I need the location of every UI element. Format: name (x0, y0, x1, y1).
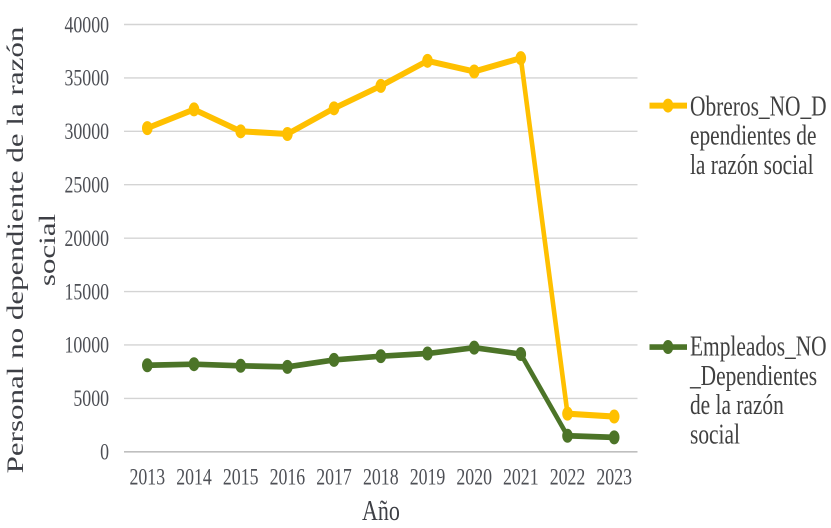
svg-text:30000: 30000 (65, 118, 109, 145)
svg-text:ependientes de: ependientes de (690, 121, 817, 151)
svg-text:Empleados_NO: Empleados_NO (690, 332, 827, 362)
svg-text:0: 0 (100, 438, 109, 465)
svg-text:social: social (34, 213, 60, 286)
svg-text:_Dependientes: _Dependientes (689, 361, 817, 391)
svg-text:10000: 10000 (65, 331, 109, 358)
svg-text:2023: 2023 (596, 463, 632, 490)
svg-text:de la razón: de la razón (690, 391, 784, 421)
svg-text:2020: 2020 (456, 463, 492, 490)
svg-text:Año: Año (362, 494, 400, 527)
svg-text:5000: 5000 (73, 385, 109, 412)
svg-text:Personal no dependiente de la: Personal no dependiente de la razón (2, 26, 28, 473)
svg-text:35000: 35000 (65, 64, 109, 91)
svg-text:social: social (690, 420, 740, 450)
svg-text:2018: 2018 (363, 463, 399, 490)
svg-text:2019: 2019 (410, 463, 446, 490)
svg-text:2016: 2016 (270, 463, 306, 490)
svg-text:2015: 2015 (223, 463, 259, 490)
svg-text:25000: 25000 (65, 171, 109, 198)
svg-text:20000: 20000 (65, 224, 109, 251)
svg-text:2017: 2017 (316, 463, 352, 490)
svg-text:2021: 2021 (503, 463, 539, 490)
svg-text:2013: 2013 (130, 463, 166, 490)
svg-text:la razón social: la razón social (690, 150, 814, 180)
svg-text:2022: 2022 (550, 463, 586, 490)
svg-text:2014: 2014 (176, 463, 212, 490)
svg-text:15000: 15000 (65, 278, 109, 305)
svg-text:40000: 40000 (65, 11, 109, 38)
svg-text:Obreros_NO_D: Obreros_NO_D (690, 92, 827, 122)
